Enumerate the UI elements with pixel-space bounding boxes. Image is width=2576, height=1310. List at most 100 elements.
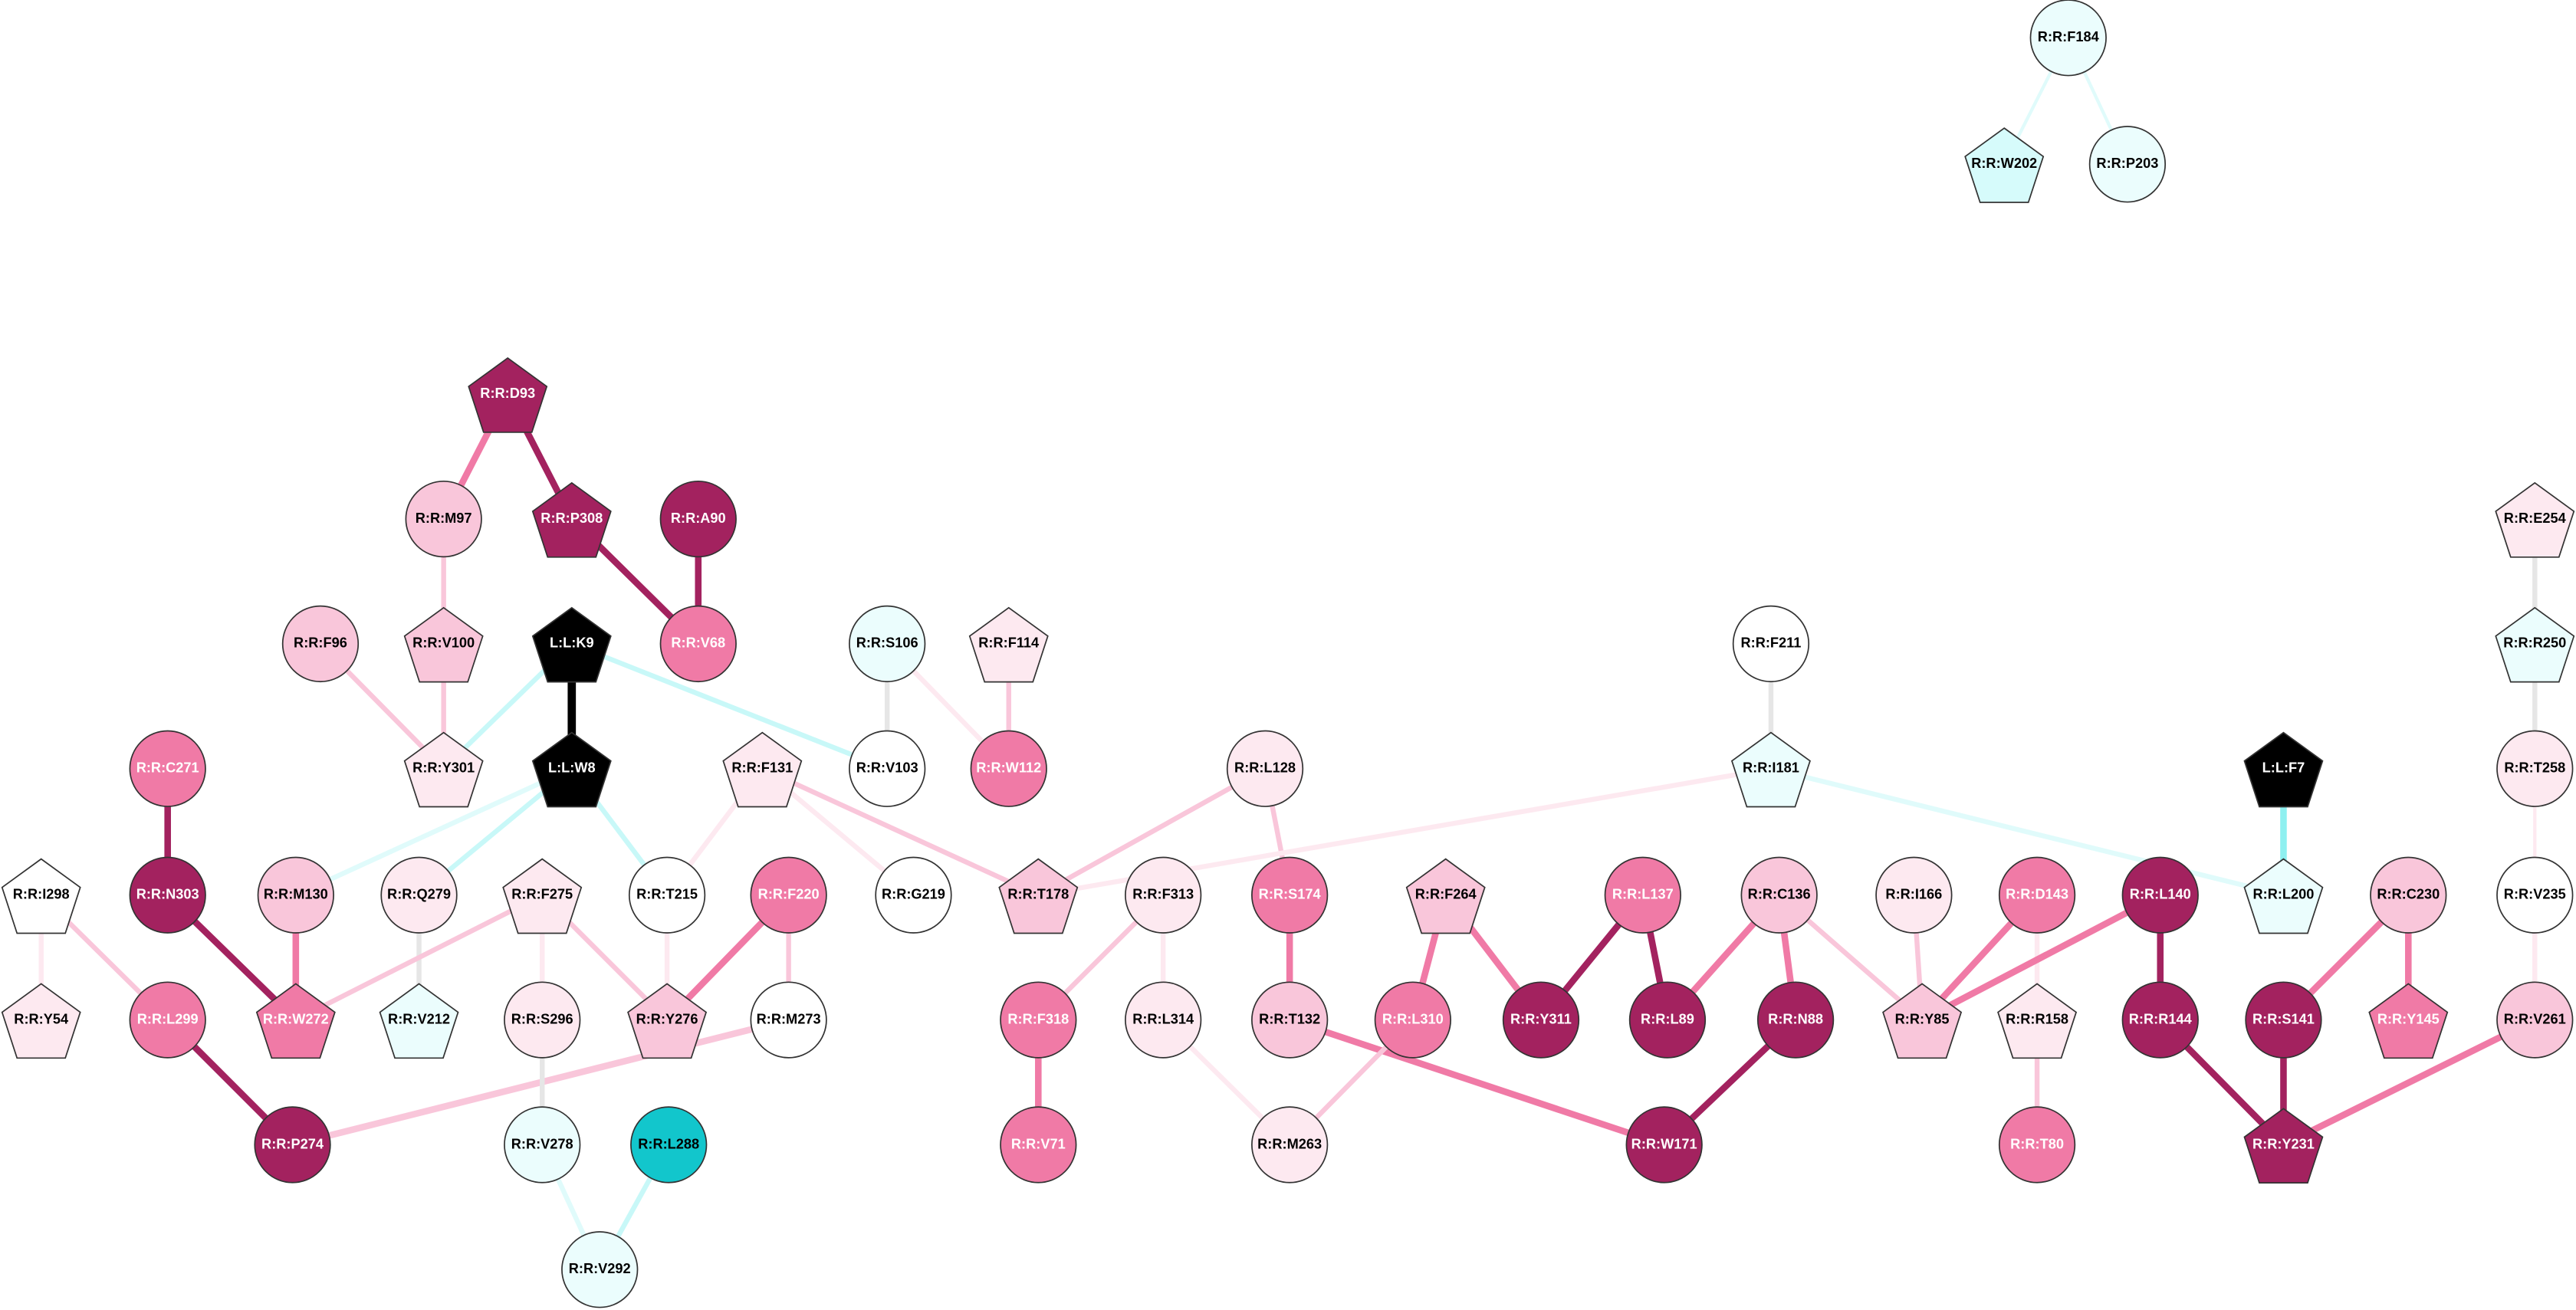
node-shape <box>2243 858 2324 934</box>
node-shape <box>2368 983 2449 1059</box>
node: R:R:C136 <box>1740 856 1818 934</box>
node-label: R:R:I166 <box>1885 887 1942 902</box>
node-label: R:R:V71 <box>1011 1136 1066 1151</box>
node-shape <box>750 856 827 934</box>
node-shape <box>531 731 612 808</box>
node-shape <box>1732 605 1810 683</box>
node: R:R:L200 <box>2243 858 2324 934</box>
node-label: R:R:A90 <box>671 511 726 526</box>
node: R:R:F318 <box>1000 981 1077 1059</box>
node: R:R:V100 <box>403 606 484 683</box>
node-label: R:R:L137 <box>1612 887 1674 902</box>
node: R:R:C230 <box>2370 856 2447 934</box>
node-label: R:R:P274 <box>261 1136 324 1151</box>
node-label: R:R:F264 <box>1415 887 1477 902</box>
node-label: R:R:Y231 <box>2252 1136 2315 1151</box>
node: L:L:K9 <box>531 606 612 683</box>
node-shape <box>531 481 612 558</box>
node-label: R:R:R250 <box>2503 635 2566 651</box>
node: R:R:P274 <box>254 1106 331 1184</box>
node: R:R:I166 <box>1875 856 1953 934</box>
node-shape <box>1251 1106 1329 1184</box>
node: R:R:W112 <box>970 730 1047 807</box>
node: R:R:S141 <box>2245 981 2322 1059</box>
node-label: R:R:T80 <box>2010 1136 2064 1151</box>
node-label: R:R:S296 <box>511 1011 573 1026</box>
edge <box>2280 1016 2538 1148</box>
node: R:R:G219 <box>875 856 952 934</box>
node: R:R:T258 <box>2496 730 2574 807</box>
node: R:R:T215 <box>628 856 706 934</box>
node-label: L:L:W8 <box>548 760 596 776</box>
node-shape <box>750 981 827 1059</box>
node-shape <box>998 858 1079 934</box>
node-label: R:R:T132 <box>1259 1011 1320 1026</box>
edge <box>569 641 890 771</box>
node-shape <box>531 606 612 683</box>
node-label: R:R:F318 <box>1007 1011 1069 1026</box>
node: R:R:A90 <box>659 480 737 558</box>
node-shape <box>1998 1106 2076 1184</box>
node-label: R:R:F184 <box>2038 29 2100 44</box>
node-shape <box>1882 983 1963 1059</box>
node-shape <box>255 983 336 1059</box>
node-shape <box>1875 856 1953 934</box>
node-label: R:R:V292 <box>569 1261 631 1276</box>
node: R:R:M130 <box>257 856 334 934</box>
node: R:R:P308 <box>531 481 612 558</box>
node: R:R:L288 <box>630 1106 708 1184</box>
node: R:R:V212 <box>379 983 459 1059</box>
node: R:R:Y311 <box>1502 981 1580 1059</box>
node-label: R:R:Y311 <box>1510 1011 1572 1026</box>
edge <box>1768 766 2286 898</box>
node-shape <box>630 1106 708 1184</box>
node-label: R:R:T258 <box>2504 760 2565 776</box>
node: R:R:Y145 <box>2368 983 2449 1059</box>
node-label: L:L:K9 <box>550 635 594 651</box>
node-shape <box>1000 1106 1077 1184</box>
node: R:R:T80 <box>1998 1106 2076 1184</box>
node: R:R:L140 <box>2121 856 2199 934</box>
node-label: R:R:V212 <box>388 1011 450 1026</box>
node-shape <box>1000 981 1077 1059</box>
node-shape <box>659 480 737 558</box>
node-shape <box>2370 856 2447 934</box>
node-shape <box>1997 983 2078 1059</box>
edge <box>1286 1016 1668 1148</box>
node-label: R:R:F275 <box>511 887 573 902</box>
node: R:R:N88 <box>1756 981 1835 1059</box>
node: R:R:F275 <box>502 858 583 934</box>
node-label: R:R:L140 <box>2130 887 2191 902</box>
node-label: R:R:F96 <box>294 635 347 651</box>
node-label: R:R:S106 <box>856 635 918 651</box>
node-label: R:R:V278 <box>511 1136 573 1151</box>
node: R:R:V71 <box>1000 1106 1077 1184</box>
node-shape <box>1226 730 1304 807</box>
node: R:R:Y54 <box>1 983 81 1059</box>
node: R:R:F96 <box>281 605 360 683</box>
node-shape <box>1730 731 1811 808</box>
edge <box>1918 891 2164 1023</box>
node-label: R:R:Y54 <box>14 1011 69 1026</box>
node-label: R:R:C271 <box>136 760 199 776</box>
node-label: R:R:P308 <box>540 511 603 526</box>
node-shape <box>2496 981 2574 1059</box>
node-label: R:R:L288 <box>638 1136 699 1151</box>
node-label: R:R:V68 <box>671 635 725 651</box>
node-label: R:R:Q279 <box>387 887 451 902</box>
node-shape <box>379 983 459 1059</box>
node-label: R:R:D93 <box>480 386 535 401</box>
node-label: R:R:M273 <box>757 1011 821 1026</box>
node: R:R:V103 <box>849 730 926 807</box>
node-shape <box>380 856 458 934</box>
node-label: R:R:F114 <box>978 635 1040 651</box>
node-label: R:R:R144 <box>2129 1011 2193 1026</box>
node-shape <box>2243 731 2324 808</box>
node: R:R:V292 <box>561 1231 639 1308</box>
node-shape <box>659 605 737 683</box>
node-shape <box>502 858 583 934</box>
node-shape <box>504 981 581 1059</box>
node-shape <box>970 730 1047 807</box>
node-shape <box>1251 981 1329 1059</box>
